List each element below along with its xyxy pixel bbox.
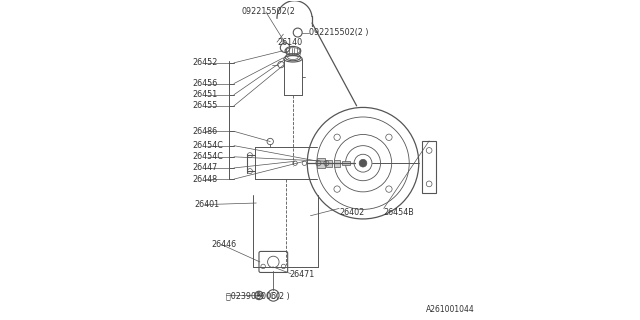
Text: 26140: 26140 bbox=[277, 38, 302, 47]
Text: 26446: 26446 bbox=[212, 240, 237, 249]
Bar bbox=[422, 141, 436, 194]
Bar bbox=[326, 160, 332, 167]
Bar bbox=[334, 160, 340, 167]
Circle shape bbox=[359, 159, 367, 167]
Text: 092215502(2 ): 092215502(2 ) bbox=[309, 28, 369, 37]
Text: 26451: 26451 bbox=[192, 90, 217, 99]
Text: 26456: 26456 bbox=[192, 79, 217, 88]
Text: 26402: 26402 bbox=[339, 208, 364, 217]
Text: 26452: 26452 bbox=[192, 58, 218, 67]
Text: 26454B: 26454B bbox=[384, 208, 415, 217]
Bar bbox=[317, 158, 324, 168]
Text: 26454C: 26454C bbox=[192, 152, 223, 161]
Text: 26454C: 26454C bbox=[192, 141, 223, 150]
Text: 26448: 26448 bbox=[192, 175, 217, 184]
Bar bbox=[342, 161, 350, 165]
Text: ⓝ023908006(2 ): ⓝ023908006(2 ) bbox=[226, 291, 290, 300]
Text: A261001044: A261001044 bbox=[426, 305, 474, 314]
Text: N: N bbox=[256, 293, 262, 298]
Text: 26447: 26447 bbox=[192, 164, 217, 172]
Text: 26486: 26486 bbox=[192, 127, 217, 136]
Text: 26471: 26471 bbox=[289, 270, 314, 279]
Text: 26401: 26401 bbox=[194, 200, 220, 209]
Text: 26455: 26455 bbox=[192, 101, 218, 110]
Text: 092215502(2: 092215502(2 bbox=[242, 7, 296, 16]
